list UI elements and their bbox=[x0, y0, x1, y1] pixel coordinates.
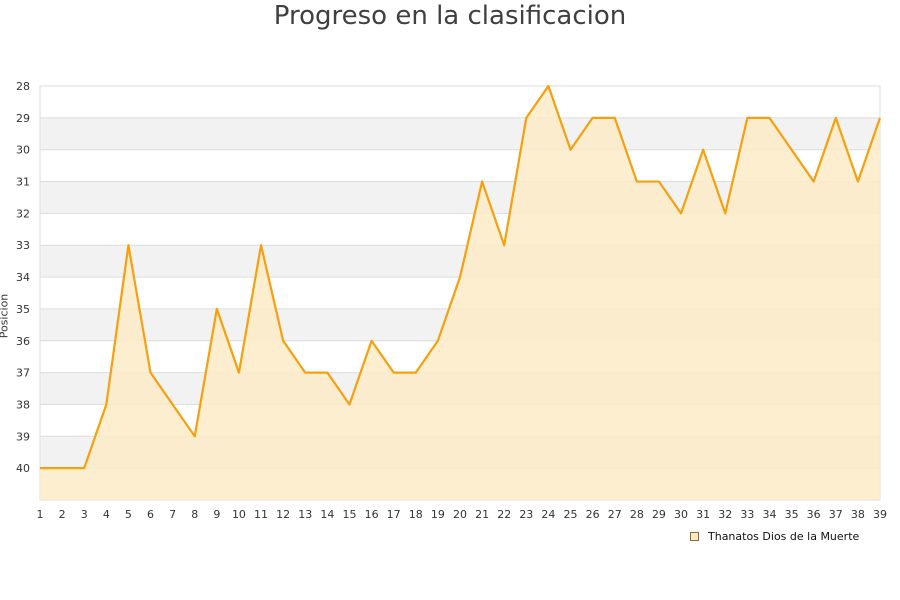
legend-label: Thanatos Dios de la Muerte bbox=[708, 530, 860, 543]
x-tick-label: 28 bbox=[630, 508, 644, 521]
x-tick-label: 1 bbox=[37, 508, 44, 521]
x-tick-label: 3 bbox=[81, 508, 88, 521]
y-tick-label: 40 bbox=[16, 462, 30, 475]
y-tick-label: 37 bbox=[16, 367, 30, 380]
x-tick-label: 10 bbox=[232, 508, 246, 521]
chart-title: Progreso en la clasificacion bbox=[273, 1, 627, 31]
x-tick-label: 13 bbox=[298, 508, 312, 521]
y-tick-label: 33 bbox=[16, 239, 30, 252]
x-tick-label: 38 bbox=[851, 508, 865, 521]
x-tick-label: 20 bbox=[453, 508, 467, 521]
x-tick-label: 12 bbox=[276, 508, 290, 521]
x-tick-label: 29 bbox=[652, 508, 666, 521]
x-tick-label: 21 bbox=[475, 508, 489, 521]
x-tick-label: 35 bbox=[785, 508, 799, 521]
x-tick-label: 7 bbox=[169, 508, 176, 521]
x-tick-label: 16 bbox=[365, 508, 379, 521]
legend[interactable]: Thanatos Dios de la Muerte bbox=[690, 530, 859, 543]
x-tick-label: 17 bbox=[387, 508, 401, 521]
legend-swatch bbox=[690, 532, 699, 541]
x-tick-label: 37 bbox=[829, 508, 843, 521]
x-tick-label: 27 bbox=[608, 508, 622, 521]
x-tick-label: 15 bbox=[342, 508, 356, 521]
y-tick-label: 32 bbox=[16, 207, 30, 220]
x-tick-label: 5 bbox=[125, 508, 132, 521]
x-tick-label: 30 bbox=[674, 508, 688, 521]
y-tick-label: 34 bbox=[16, 271, 30, 284]
y-tick-label: 31 bbox=[16, 176, 30, 189]
y-tick-labels: 28 29 30 31 32 33 34 35 36 37 38 39 40 bbox=[16, 80, 30, 475]
y-tick-label: 35 bbox=[16, 303, 30, 316]
y-tick-label: 30 bbox=[16, 144, 30, 157]
x-tick-label: 14 bbox=[320, 508, 334, 521]
x-tick-label: 31 bbox=[696, 508, 710, 521]
y-tick-label: 36 bbox=[16, 335, 30, 348]
x-tick-label: 8 bbox=[191, 508, 198, 521]
x-tick-label: 25 bbox=[564, 508, 578, 521]
x-tick-labels: 1 2 3 4 5 6 7 8 9 10 11 12 13 14 15 16 17 18 19 20 21 22 23 24 2… bbox=[37, 508, 888, 521]
series-line bbox=[40, 84, 882, 470]
x-tick-label: 23 bbox=[519, 508, 533, 521]
y-tick-label: 28 bbox=[16, 80, 30, 93]
x-tick-label: 19 bbox=[431, 508, 445, 521]
x-tick-label: 18 bbox=[409, 508, 423, 521]
x-tick-label: 2 bbox=[59, 508, 66, 521]
x-tick-label: 22 bbox=[497, 508, 511, 521]
x-tick-label: 9 bbox=[213, 508, 220, 521]
x-tick-label: 39 bbox=[873, 508, 887, 521]
grid-band bbox=[40, 117, 880, 150]
x-tick-label: 34 bbox=[762, 508, 776, 521]
series-area-fill bbox=[40, 86, 880, 500]
x-tick-label: 11 bbox=[254, 508, 268, 521]
y-tick-label: 39 bbox=[16, 430, 30, 443]
x-tick-label: 36 bbox=[807, 508, 821, 521]
x-tick-label: 24 bbox=[541, 508, 555, 521]
x-tick-label: 33 bbox=[740, 508, 754, 521]
x-tick-label: 4 bbox=[103, 508, 110, 521]
y-tick-label: 29 bbox=[16, 112, 30, 125]
y-tick-label: 38 bbox=[16, 398, 30, 411]
x-tick-label: 32 bbox=[718, 508, 732, 521]
x-tick-label: 26 bbox=[586, 508, 600, 521]
x-tick-label: 6 bbox=[147, 508, 154, 521]
